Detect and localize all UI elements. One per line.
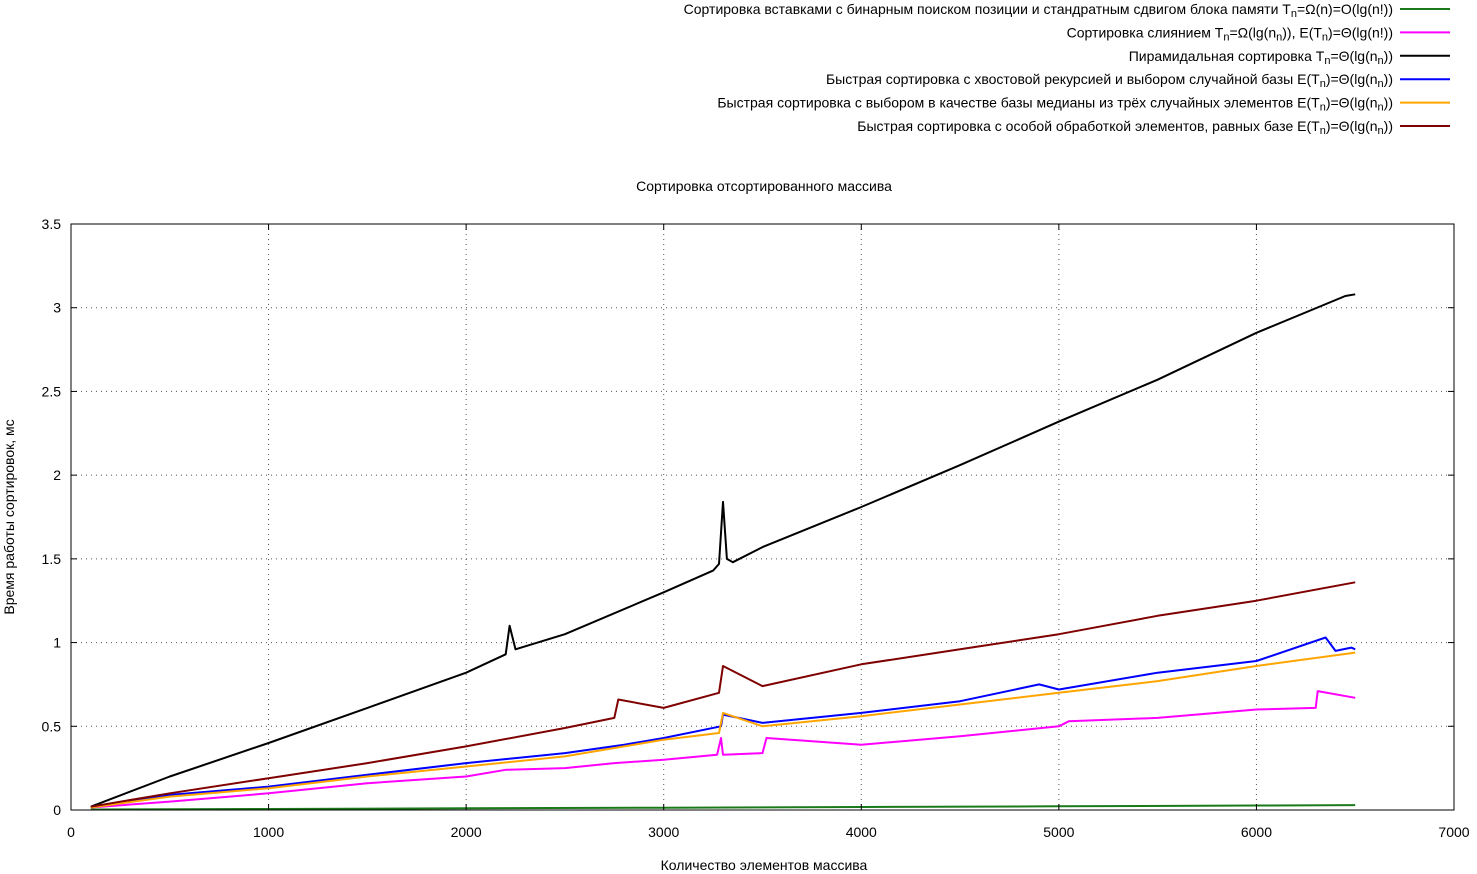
legend-text-part: Пирамидальная сортировка T (1129, 48, 1325, 64)
x-tick-label: 7000 (1438, 824, 1469, 840)
legend-subscript: n (1320, 78, 1326, 90)
legend-text-part: =Ω(lg(n (1229, 24, 1276, 40)
legend-subscript: n (1320, 102, 1326, 114)
legend-entry-label: Сортировка слиянием Tn=Ω(lg(nn)), E(Tn)=… (1067, 24, 1393, 43)
legend-subscript: n (1322, 31, 1328, 43)
y-tick-label: 2 (53, 467, 61, 483)
series-line-1 (90, 804, 1356, 811)
legend-entry-label: Быстрая сортировка с особой обработкой э… (857, 118, 1393, 137)
series-line-4 (90, 636, 1356, 808)
legend-text-part: =Ω(n)=O(lg(n!)) (1297, 1, 1393, 17)
legend-subscript: n (1324, 55, 1330, 67)
axis-ticks: 0 1000 2000 3000 4000 5000 6000 7000 0 0.5 1 1.5 2 2.… (42, 216, 1470, 840)
grid (71, 224, 1454, 810)
x-tick-label: 4000 (846, 824, 877, 840)
legend-text-part: )) (1384, 71, 1393, 87)
legend-text-part: =Θ(lg(n (1330, 48, 1377, 64)
series-line-6 (90, 581, 1356, 808)
legend-text-part: Быстрая сортировка с хвостовой рекурсией… (826, 71, 1320, 87)
series-line-2 (90, 690, 1356, 809)
legend-subscript: n (1276, 31, 1282, 43)
y-tick-label: 0 (53, 802, 61, 818)
y-tick-label: 1.5 (42, 551, 62, 567)
legend-subscript: n (1378, 102, 1384, 114)
series-line-3 (90, 293, 1356, 808)
legend-text-part: Сортировка вставками с бинарным поиском … (684, 1, 1292, 17)
x-tick-label: 6000 (1241, 824, 1272, 840)
legend-text-part: )=Θ(lg(n (1326, 118, 1378, 134)
legend-subscript: n (1223, 31, 1229, 43)
x-axis-label: Количество элементов массива (661, 857, 868, 873)
legend-subscript: n (1378, 55, 1384, 67)
legend-text-part: )=Θ(lg(n (1326, 95, 1378, 111)
plot-frame (70, 223, 1455, 811)
x-tick-label: 3000 (648, 824, 679, 840)
legend: Сортировка вставками с бинарным поиском … (684, 1, 1450, 137)
x-tick-label: 2000 (451, 824, 482, 840)
series-lines (90, 293, 1356, 811)
legend-text-part: Сортировка слиянием T (1067, 24, 1224, 40)
legend-subscript: n (1320, 125, 1326, 137)
x-tick-label: 0 (67, 824, 75, 840)
legend-entry-label: Быстрая сортировка с хвостовой рекурсией… (826, 71, 1393, 90)
legend-text-part: )), E(T (1282, 24, 1322, 40)
series-line-5 (90, 651, 1356, 809)
legend-entry-label: Сортировка вставками с бинарным поиском … (684, 1, 1393, 20)
legend-subscript: n (1378, 125, 1384, 137)
legend-text-part: )) (1384, 95, 1393, 111)
x-tick-label: 5000 (1043, 824, 1074, 840)
legend-entry-label: Быстрая сортировка с выбором в качестве … (717, 95, 1393, 114)
legend-entry-label: Пирамидальная сортировка Tn=Θ(lg(nn)) (1129, 48, 1393, 67)
y-axis-label: Время работы сортировок, мс (1, 419, 17, 614)
y-tick-label: 2.5 (42, 383, 62, 399)
x-tick-label: 1000 (253, 824, 284, 840)
legend-text-part: )=Θ(lg(n (1326, 71, 1378, 87)
legend-subscript: n (1291, 8, 1297, 20)
y-tick-label: 0.5 (42, 718, 62, 734)
chart-title: Сортировка отсортированного массива (636, 178, 892, 194)
legend-text-part: )=Θ(lg(n!)) (1328, 24, 1393, 40)
legend-subscript: n (1378, 78, 1384, 90)
legend-text-part: )) (1384, 48, 1393, 64)
legend-text-part: Быстрая сортировка с особой обработкой э… (857, 118, 1320, 134)
y-tick-label: 1 (53, 635, 61, 651)
y-tick-label: 3 (53, 300, 61, 316)
legend-text-part: )) (1384, 118, 1393, 134)
legend-text-part: Быстрая сортировка с выбором в качестве … (717, 95, 1320, 111)
y-tick-label: 3.5 (42, 216, 62, 232)
